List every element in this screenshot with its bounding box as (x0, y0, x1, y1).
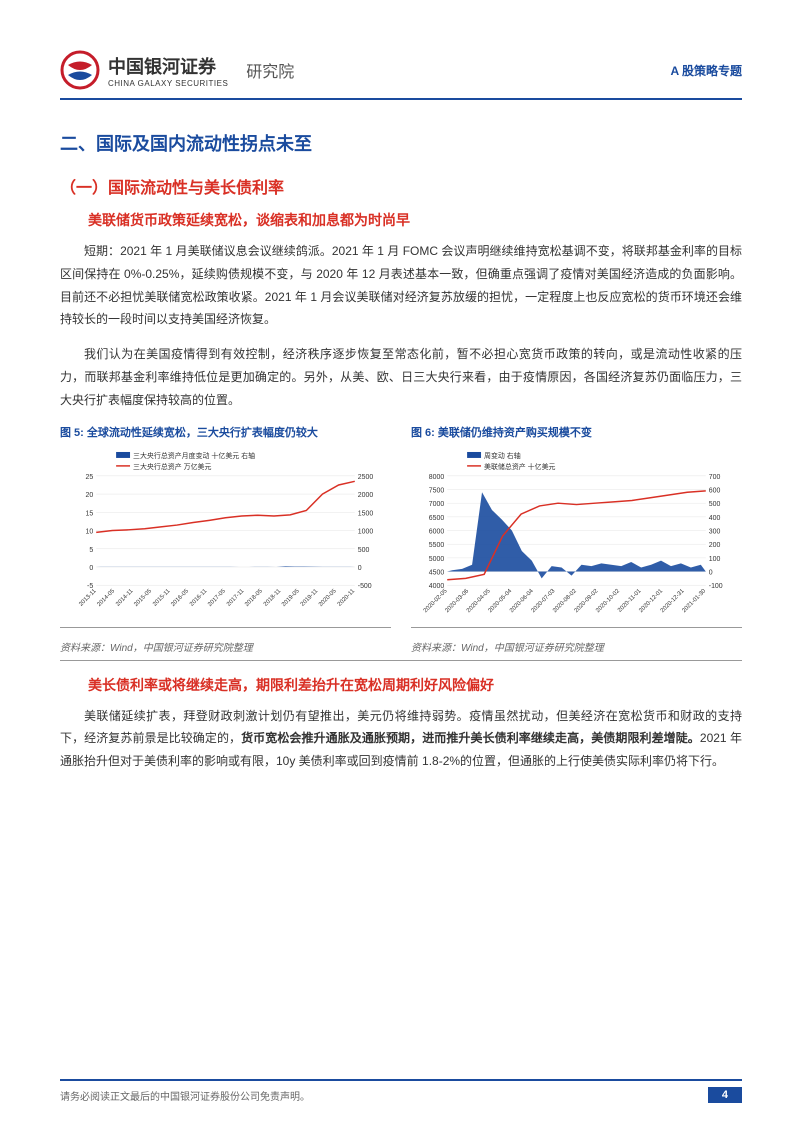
company-name-cn: 中国银河证券 (108, 53, 228, 79)
svg-text:2019-11: 2019-11 (300, 587, 320, 607)
svg-text:10: 10 (86, 528, 94, 535)
chart-6-source: 资料来源：Wind，中国银河证券研究院整理 (411, 639, 742, 654)
logo-area: 中国银河证券 CHINA GALAXY SECURITIES 研究院 (60, 50, 294, 90)
svg-text:7000: 7000 (429, 501, 445, 508)
svg-text:500: 500 (358, 546, 370, 553)
company-logo-icon (60, 50, 100, 90)
svg-text:600: 600 (709, 487, 721, 494)
paragraph-3: 美联储延续扩表，拜登财政刺激计划仍有望推出，美元仍将维持弱势。疫情虽然扰动，但美… (60, 705, 742, 773)
chart-5-svg: -50510152025-500050010001500200025002013… (60, 448, 391, 628)
svg-text:2015-05: 2015-05 (133, 587, 153, 607)
p3-bold: 货币宽松会推升通胀及通胀预期，进而推升美长债利率继续走高，美债期限利差增陡。 (241, 731, 700, 745)
charts-row: 图 5: 全球流动性延续宽松，三大央行扩表幅度仍较大 -50510152025-… (60, 424, 742, 654)
topic-heading-1: 美联储货币政策延续宽松，谈缩表和加息都为时尚早 (60, 210, 742, 230)
svg-text:25: 25 (86, 473, 94, 480)
svg-text:2019-05: 2019-05 (281, 587, 301, 607)
svg-text:8000: 8000 (429, 473, 445, 480)
division-label: 研究院 (246, 58, 294, 82)
company-name-en: CHINA GALAXY SECURITIES (108, 79, 228, 88)
chart-6-block: 图 6: 美联储仍维持资产购买规模不变 40004500500055006000… (411, 424, 742, 654)
svg-text:4500: 4500 (429, 569, 445, 576)
svg-text:2016-05: 2016-05 (170, 587, 190, 607)
page-number: 4 (708, 1087, 742, 1103)
svg-text:5500: 5500 (429, 542, 445, 549)
svg-text:2014-11: 2014-11 (115, 587, 135, 607)
topic-heading-2: 美长债利率或将继续走高，期限利差抬升在宽松周期利好风险偏好 (60, 675, 742, 695)
svg-text:2017-05: 2017-05 (207, 587, 227, 607)
svg-text:5000: 5000 (429, 555, 445, 562)
paragraph-2: 我们认为在美国疫情得到有效控制，经济秩序逐步恢复至常态化前，暂不必担心宽货币政策… (60, 343, 742, 411)
disclaimer-text: 请务必阅读正文最后的中国银河证券股份公司免责声明。 (60, 1088, 310, 1103)
svg-text:2017-11: 2017-11 (226, 587, 246, 607)
topic-label: A 股策略专题 (670, 62, 742, 79)
svg-text:2014-05: 2014-05 (96, 587, 116, 607)
svg-text:4000: 4000 (429, 583, 445, 590)
svg-text:2500: 2500 (358, 473, 374, 480)
chart-6-svg: 400045005000550060006500700075008000-100… (411, 448, 742, 628)
svg-text:100: 100 (709, 555, 721, 562)
chart-6-title: 图 6: 美联储仍维持资产购买规模不变 (411, 424, 742, 440)
svg-text:2000: 2000 (358, 492, 374, 499)
svg-text:2021-01-30: 2021-01-30 (681, 587, 707, 613)
svg-text:2016-11: 2016-11 (189, 587, 209, 607)
svg-text:700: 700 (709, 473, 721, 480)
svg-text:2018-05: 2018-05 (244, 587, 264, 607)
svg-text:2015-11: 2015-11 (152, 587, 172, 607)
svg-text:400: 400 (709, 514, 721, 521)
svg-text:500: 500 (709, 501, 721, 508)
svg-text:6000: 6000 (429, 528, 445, 535)
svg-text:周变动 右轴: 周变动 右轴 (484, 451, 521, 460)
chart-5-title: 图 5: 全球流动性延续宽松，三大央行扩表幅度仍较大 (60, 424, 391, 440)
svg-text:2020-11: 2020-11 (337, 587, 357, 607)
svg-text:200: 200 (709, 542, 721, 549)
svg-text:-500: -500 (358, 583, 372, 590)
divider (60, 660, 742, 661)
svg-text:2018-11: 2018-11 (263, 587, 283, 607)
svg-text:20: 20 (86, 492, 94, 499)
chart-5-source: 资料来源：Wind，中国银河证券研究院整理 (60, 639, 391, 654)
svg-text:2013-11: 2013-11 (78, 587, 98, 607)
svg-text:美联储总资产 十亿美元: 美联储总资产 十亿美元 (484, 461, 556, 470)
svg-text:三大央行总资产 万亿美元: 三大央行总资产 万亿美元 (133, 461, 211, 470)
svg-text:5: 5 (89, 546, 93, 553)
page-footer: 请务必阅读正文最后的中国银河证券股份公司免责声明。 4 (60, 1079, 742, 1103)
paragraph-1: 短期：2021 年 1 月美联储议息会议继续鸽派。2021 年 1 月 FOMC… (60, 240, 742, 331)
svg-text:300: 300 (709, 528, 721, 535)
svg-text:1500: 1500 (358, 510, 374, 517)
chart-5-block: 图 5: 全球流动性延续宽松，三大央行扩表幅度仍较大 -50510152025-… (60, 424, 391, 654)
svg-text:三大央行总资产月度变动 十亿美元 右轴: 三大央行总资产月度变动 十亿美元 右轴 (133, 451, 255, 460)
svg-text:1000: 1000 (358, 528, 374, 535)
svg-text:0: 0 (89, 565, 93, 572)
svg-text:0: 0 (358, 565, 362, 572)
svg-text:0: 0 (709, 569, 713, 576)
svg-text:2020-05: 2020-05 (318, 587, 338, 607)
svg-text:7500: 7500 (429, 487, 445, 494)
section-heading: 二、国际及国内流动性拐点未至 (60, 130, 742, 156)
svg-text:6500: 6500 (429, 514, 445, 521)
svg-text:15: 15 (86, 510, 94, 517)
svg-text:-100: -100 (709, 583, 723, 590)
page-header: 中国银河证券 CHINA GALAXY SECURITIES 研究院 A 股策略… (60, 50, 742, 100)
subsection-heading: （一）国际流动性与美长债利率 (60, 174, 742, 198)
